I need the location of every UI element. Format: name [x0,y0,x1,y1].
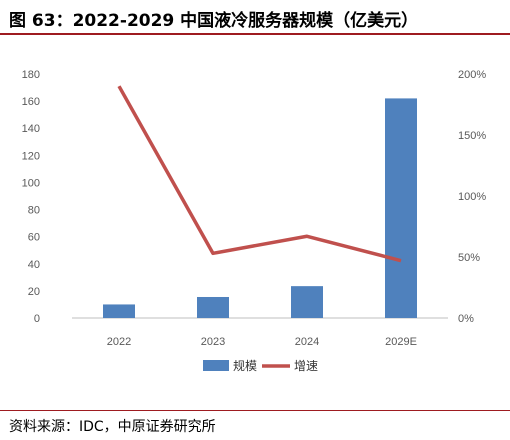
title-rule [0,33,510,35]
legend-label-bar: 规模 [233,358,257,373]
left-tick-label: 160 [22,96,40,108]
legend-swatch-bar [203,360,229,371]
right-tick-label: 100% [458,191,486,203]
left-tick-label: 40 [28,259,40,271]
source-rule [0,410,510,411]
left-tick-label: 60 [28,232,40,244]
x-tick-label: 2024 [295,336,319,348]
legend-label-line: 增速 [294,359,318,373]
bar-2024 [291,286,323,318]
left-axis-ticks: 0 20 40 60 80 100 120 140 160 180 [22,69,40,325]
right-tick-label: 50% [458,252,480,264]
right-tick-label: 150% [458,130,486,142]
growth-line [117,85,402,263]
bar-2023 [197,296,229,318]
left-tick-label: 20 [28,286,40,298]
line-series [117,85,402,263]
left-tick-label: 80 [28,205,40,217]
right-axis-ticks: 0% 50% 100% 150% 200% [458,69,486,325]
left-tick-label: 120 [22,150,40,162]
source-note: 资料来源：IDC，中原证券研究所 [9,419,216,435]
left-tick-label: 180 [22,69,40,81]
x-axis-ticks: 2022 2023 2024 2029E [107,336,417,348]
x-tick-label: 2029E [385,336,417,348]
bar-2029E [385,98,417,319]
bar-series [103,98,417,319]
left-tick-label: 100 [22,177,40,189]
legend: 规模 增速 [203,358,318,373]
left-tick-label: 0 [34,313,40,325]
left-tick-label: 140 [22,123,40,135]
right-tick-label: 0% [458,313,474,325]
bar-2022 [103,304,135,318]
figure-title: 图 63：2022-2029 中国液冷服务器规模（亿美元） [9,11,419,31]
x-tick-label: 2022 [107,336,131,348]
right-tick-label: 200% [458,69,486,81]
x-tick-label: 2023 [201,336,225,348]
